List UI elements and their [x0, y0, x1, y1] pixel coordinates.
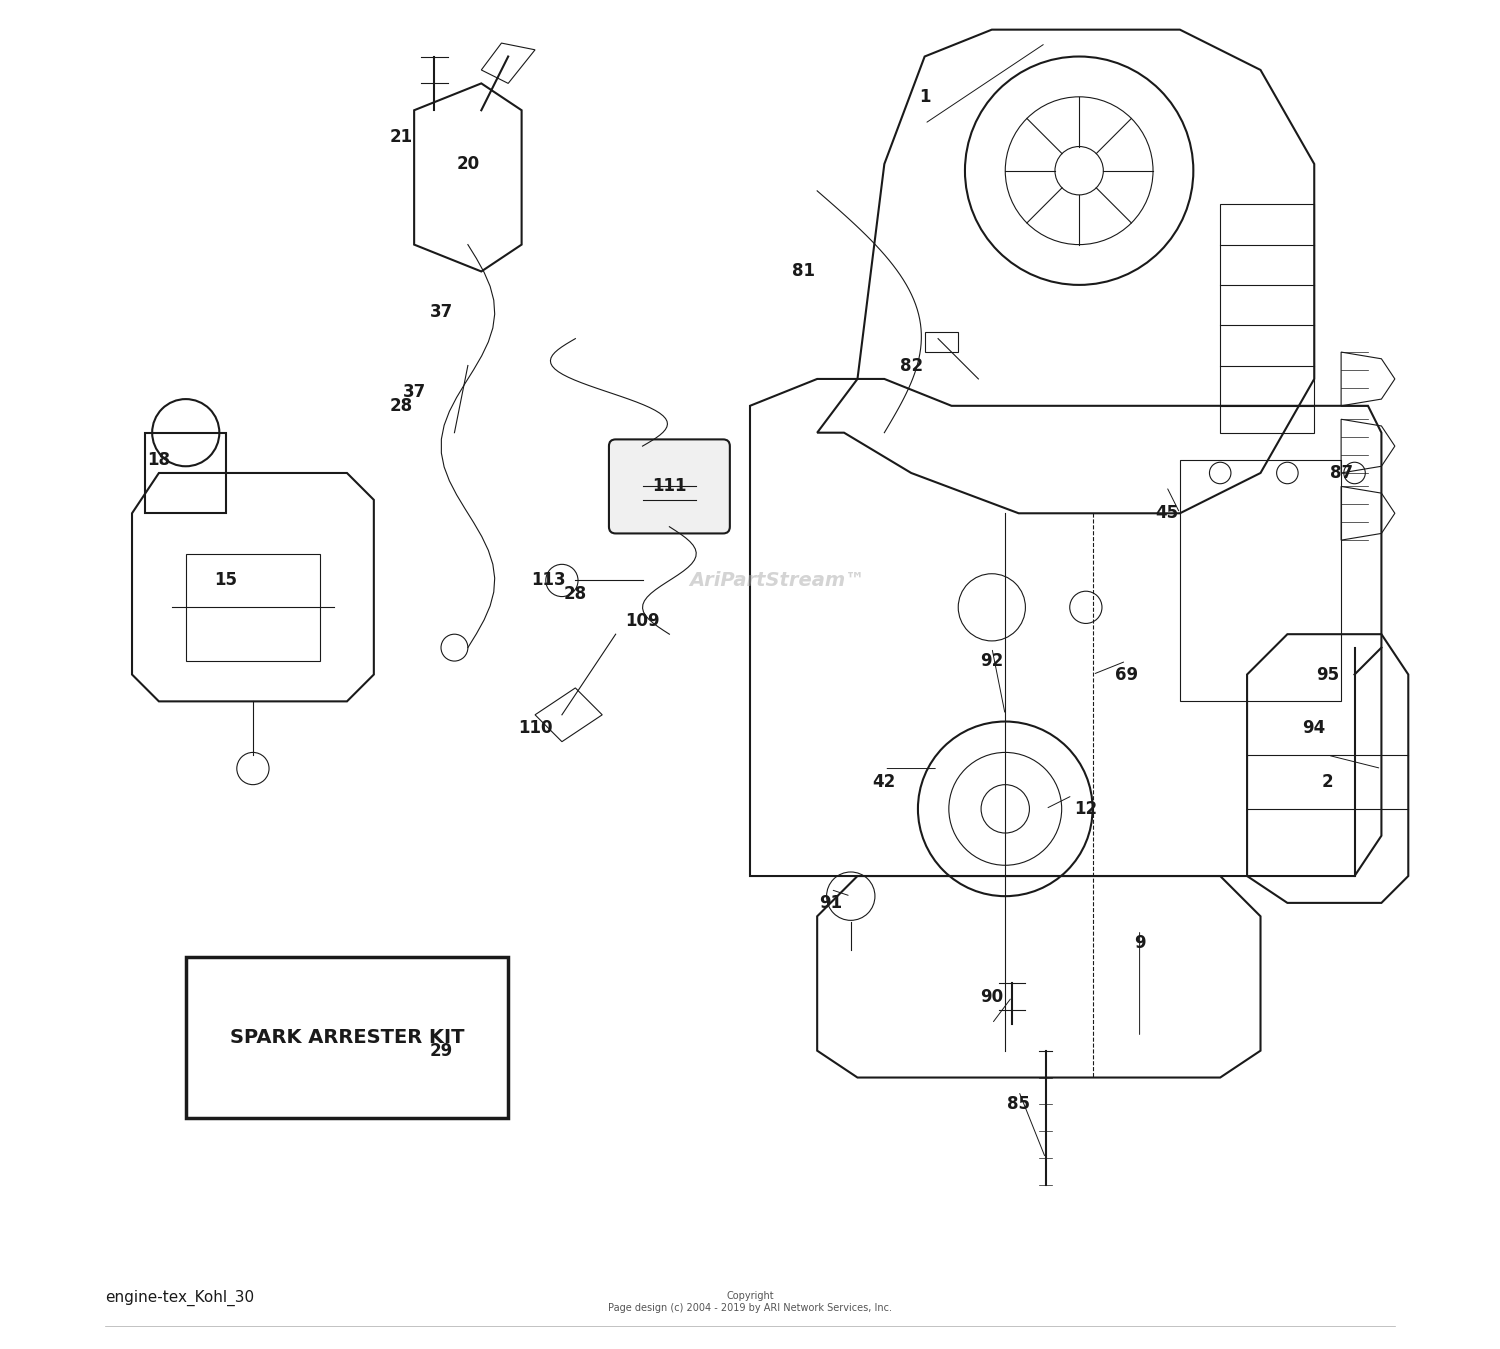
Text: 2: 2	[1322, 773, 1334, 791]
Text: AriPartStream™: AriPartStream™	[688, 571, 864, 590]
Text: 113: 113	[531, 572, 566, 590]
Text: 110: 110	[518, 719, 552, 738]
Text: 109: 109	[626, 611, 660, 630]
Text: 28: 28	[388, 397, 412, 414]
FancyBboxPatch shape	[609, 440, 730, 533]
Bar	[186, 553, 320, 661]
Text: 42: 42	[873, 773, 895, 791]
Text: SPARK ARRESTER KIT: SPARK ARRESTER KIT	[230, 1028, 464, 1047]
Text: 21: 21	[388, 128, 412, 146]
Text: 81: 81	[792, 263, 814, 281]
Text: 9: 9	[1134, 935, 1146, 952]
Text: 12: 12	[1074, 800, 1098, 817]
Text: engine-tex_Kohl_30: engine-tex_Kohl_30	[105, 1290, 255, 1306]
Bar	[924, 332, 958, 352]
Text: 18: 18	[147, 451, 171, 468]
Text: 85: 85	[1007, 1095, 1031, 1113]
Text: 92: 92	[980, 652, 1004, 670]
Text: 37: 37	[429, 302, 453, 321]
Bar	[1180, 460, 1341, 701]
Text: 91: 91	[819, 894, 842, 912]
Text: 95: 95	[1316, 665, 1340, 684]
Text: 111: 111	[652, 478, 687, 495]
Text: 37: 37	[402, 383, 426, 402]
Bar	[146, 433, 226, 513]
Text: 15: 15	[214, 572, 237, 590]
Text: 90: 90	[981, 987, 1004, 1006]
Text: 45: 45	[1155, 505, 1178, 522]
Text: 29: 29	[429, 1041, 453, 1060]
Text: 94: 94	[1302, 719, 1326, 738]
Text: 69: 69	[1114, 665, 1137, 684]
Text: 87: 87	[1329, 464, 1353, 482]
Text: 1: 1	[920, 88, 930, 105]
Text: 28: 28	[564, 585, 586, 603]
Text: Copyright
Page design (c) 2004 - 2019 by ARI Network Services, Inc.: Copyright Page design (c) 2004 - 2019 by…	[608, 1291, 892, 1313]
Text: 82: 82	[900, 356, 922, 375]
Text: 20: 20	[456, 155, 480, 173]
